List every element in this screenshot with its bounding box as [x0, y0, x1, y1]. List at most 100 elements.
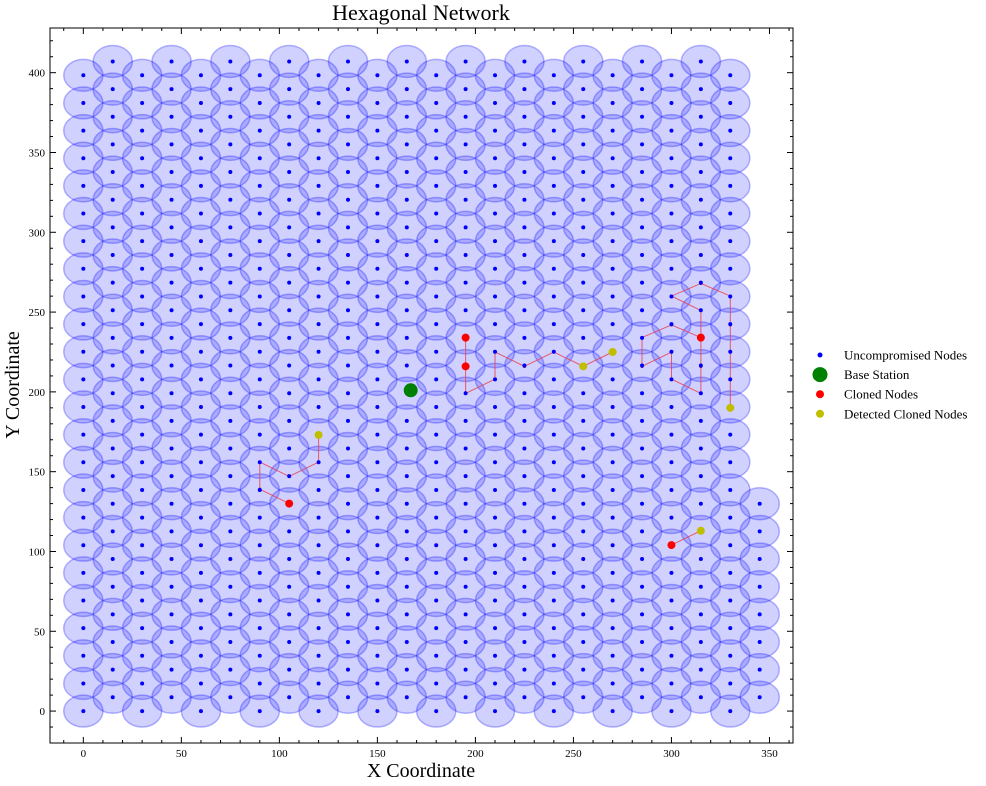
uncompromised-node [610, 543, 615, 548]
uncompromised-node [140, 709, 145, 714]
uncompromised-node [728, 709, 733, 714]
uncompromised-node [551, 653, 556, 658]
uncompromised-node [669, 156, 674, 161]
y-tick-label: 300 [29, 227, 46, 239]
uncompromised-node [493, 349, 498, 354]
uncompromised-node [228, 252, 233, 257]
uncompromised-node [434, 626, 439, 631]
uncompromised-node [493, 183, 498, 188]
uncompromised-node [493, 626, 498, 631]
uncompromised-node [287, 363, 292, 368]
uncompromised-node [640, 474, 645, 479]
uncompromised-node [522, 557, 527, 562]
uncompromised-node [698, 197, 703, 202]
uncompromised-node [228, 87, 233, 92]
uncompromised-node [228, 391, 233, 396]
uncompromised-node [551, 460, 556, 465]
uncompromised-node [434, 598, 439, 603]
uncompromised-node [404, 59, 409, 64]
uncompromised-node [581, 252, 586, 257]
uncompromised-node [316, 405, 321, 410]
uncompromised-node [375, 183, 380, 188]
uncompromised-node [404, 612, 409, 617]
uncompromised-node [581, 695, 586, 700]
uncompromised-node [375, 266, 380, 271]
uncompromised-node [404, 170, 409, 175]
base-station [403, 383, 418, 398]
uncompromised-node [169, 170, 174, 175]
uncompromised-node [345, 114, 350, 119]
uncompromised-node [316, 626, 321, 631]
uncompromised-node [287, 557, 292, 562]
uncompromised-node [463, 639, 468, 644]
uncompromised-node [551, 294, 556, 299]
legend-marker [812, 367, 828, 383]
uncompromised-node [198, 543, 203, 548]
y-tick-label: 350 [29, 147, 46, 159]
uncompromised-node [698, 87, 703, 92]
uncompromised-node [198, 211, 203, 216]
uncompromised-node [316, 211, 321, 216]
uncompromised-node [698, 170, 703, 175]
uncompromised-node [728, 681, 733, 686]
detected-cloned-node [579, 362, 588, 371]
uncompromised-node [257, 432, 262, 437]
uncompromised-node [669, 487, 674, 492]
uncompromised-node [728, 128, 733, 133]
uncompromised-node [81, 156, 86, 161]
uncompromised-node [404, 308, 409, 313]
uncompromised-node [698, 280, 703, 285]
uncompromised-node [404, 363, 409, 368]
uncompromised-node [375, 653, 380, 658]
uncompromised-node [228, 225, 233, 230]
uncompromised-node [287, 418, 292, 423]
uncompromised-node [110, 612, 115, 617]
uncompromised-node [404, 695, 409, 700]
uncompromised-node [375, 626, 380, 631]
uncompromised-node [493, 653, 498, 658]
uncompromised-node [404, 418, 409, 423]
uncompromised-node [110, 529, 115, 534]
uncompromised-node [198, 294, 203, 299]
uncompromised-node [198, 73, 203, 78]
cloned-node [696, 333, 705, 342]
uncompromised-node [316, 543, 321, 548]
uncompromised-node [640, 87, 645, 92]
uncompromised-node [375, 543, 380, 548]
uncompromised-node [198, 322, 203, 327]
uncompromised-node [257, 598, 262, 603]
uncompromised-node [140, 266, 145, 271]
uncompromised-node [169, 695, 174, 700]
uncompromised-node [522, 335, 527, 340]
uncompromised-node [434, 156, 439, 161]
uncompromised-node [110, 418, 115, 423]
uncompromised-node [110, 557, 115, 562]
uncompromised-node [110, 308, 115, 313]
uncompromised-node [110, 59, 115, 64]
uncompromised-node [522, 363, 527, 368]
uncompromised-node [140, 460, 145, 465]
uncompromised-node [493, 570, 498, 575]
clone-path [259, 435, 320, 505]
uncompromised-node [169, 59, 174, 64]
uncompromised-node [198, 653, 203, 658]
uncompromised-node [610, 460, 615, 465]
uncompromised-node [610, 377, 615, 382]
uncompromised-node [698, 252, 703, 257]
uncompromised-node [198, 239, 203, 244]
uncompromised-node [81, 100, 86, 105]
uncompromised-node [434, 322, 439, 327]
uncompromised-node [169, 529, 174, 534]
uncompromised-node [669, 128, 674, 133]
uncompromised-node [728, 598, 733, 603]
uncompromised-node [140, 73, 145, 78]
uncompromised-node [493, 128, 498, 133]
uncompromised-node [287, 225, 292, 230]
uncompromised-node [110, 280, 115, 285]
uncompromised-node [257, 570, 262, 575]
uncompromised-node [257, 211, 262, 216]
uncompromised-node [228, 170, 233, 175]
uncompromised-node [169, 501, 174, 506]
uncompromised-node [728, 377, 733, 382]
